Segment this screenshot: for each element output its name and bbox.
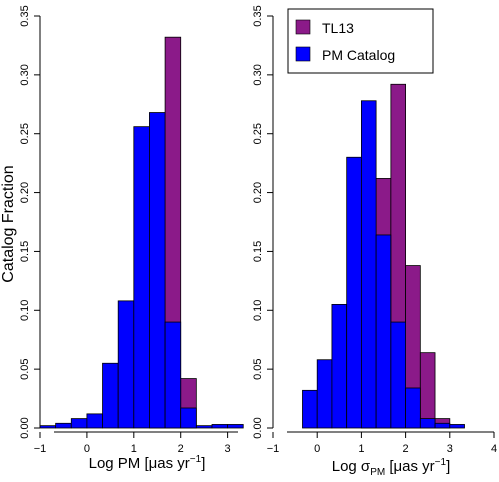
left-bar-pm-catalog	[195, 425, 213, 429]
left-bar-pm-catalog	[149, 112, 166, 429]
right-bar-pm-catalog	[434, 422, 451, 429]
legend-item-tl13: TL13	[295, 19, 354, 36]
left-y-tick-label: 0.05	[19, 358, 31, 379]
left-bar-pm-catalog	[133, 126, 150, 429]
right-bar-pm-catalog	[449, 424, 465, 429]
right-y-ticks: 0.00 0.05 0.10 0.15 0.20 0.25 0.30 0.35	[252, 5, 273, 439]
right-x-ticks: −1 0 1 2 3 4	[267, 432, 497, 455]
left-y-tick-label: 0.20	[19, 182, 31, 203]
right-bars	[302, 83, 465, 429]
left-x-tick-label: 0	[84, 443, 90, 455]
right-x-tick-label: 3	[447, 443, 453, 455]
left-bar-pm-catalog	[39, 425, 57, 429]
legend-item-pm-catalog: PM Catalog	[295, 46, 395, 63]
left-panel-pm-histogram: −1 0 1 2 3 0.000.050.100.150.200.250.300.35 …	[0, 5, 244, 472]
legend-swatch-tl13	[295, 19, 311, 35]
left-y-tick-label: 0.15	[19, 241, 31, 262]
right-bar-pm-catalog	[316, 359, 333, 429]
left-bar-pm-catalog	[102, 362, 119, 429]
right-panel-sigma-histogram: −1 0 1 2 3 4 0.00 0.05 0.10 0.15 0.20 0.25 0.30 0.35…	[252, 5, 497, 478]
left-bar-pm-catalog	[117, 300, 135, 429]
left-x-tick-label: 3	[225, 443, 231, 455]
right-bar-pm-catalog	[302, 389, 318, 429]
left-bar-pm-catalog	[70, 418, 88, 429]
legend-swatch-pm-catalog	[295, 46, 311, 62]
right-x-tick-label: 4	[491, 443, 497, 455]
right-bar-pm-catalog	[375, 234, 392, 429]
right-bar-pm-catalog	[360, 100, 377, 429]
right-y-tick-label: 0.30	[252, 64, 264, 85]
right-y-tick-label: 0.20	[252, 182, 264, 203]
right-y-tick-label: 0.35	[252, 5, 264, 26]
left-y-tick-label: 0.10	[19, 300, 31, 321]
right-bar-pm-catalog	[390, 321, 407, 429]
right-x-tick-label: 1	[358, 443, 364, 455]
left-bar-pm-catalog	[164, 321, 182, 429]
legend-box	[287, 8, 434, 74]
left-y-tick-label: 0.00	[19, 417, 31, 438]
legend-label-tl13: TL13	[322, 20, 354, 36]
left-bar-pm-catalog	[211, 424, 229, 429]
right-y-tick-label: 0.15	[252, 241, 264, 262]
left-x-axis-title: Log PM [μas yr−1]	[89, 454, 206, 472]
left-bar-pm-catalog	[180, 407, 197, 429]
right-x-tick-label: 2	[403, 443, 409, 455]
left-y-axis-title: Catalog Fraction	[0, 165, 17, 282]
right-bar-pm-catalog	[405, 387, 421, 429]
left-bars	[39, 36, 244, 429]
right-x-tick-label: −1	[267, 443, 280, 455]
left-bar-pm-catalog	[227, 424, 244, 429]
legend-label-pm-catalog: PM Catalog	[322, 47, 395, 63]
left-y-tick-label: 0.30	[19, 64, 31, 85]
left-bar-pm-catalog	[86, 413, 103, 429]
left-x-tick-label: 1	[131, 443, 137, 455]
right-x-axis-title: Log σPM [μas yr−1]	[332, 457, 451, 478]
right-y-tick-label: 0.10	[252, 300, 264, 321]
left-x-ticks: −1 0 1 2 3	[34, 432, 231, 455]
left-x-tick-label: −1	[34, 443, 47, 455]
right-bar-tl13	[419, 352, 436, 429]
right-y-tick-label: 0.00	[252, 417, 264, 438]
left-bar-pm-catalog	[55, 422, 72, 429]
right-bar-pm-catalog	[419, 418, 436, 429]
legend: TL13 PM Catalog	[287, 8, 434, 74]
right-bar-pm-catalog	[346, 156, 362, 429]
left-y-ticks: 0.00 0.05 0.10 0.15 0.20 0.25 0.30 0.35	[19, 5, 40, 439]
right-y-tick-label: 0.05	[252, 358, 264, 379]
right-y-tick-label: 0.25	[252, 123, 264, 144]
left-x-tick-label: 2	[178, 443, 184, 455]
left-y-tick-label: 0.35	[19, 5, 31, 26]
right-bar-pm-catalog	[331, 303, 348, 429]
right-x-tick-label: 0	[314, 443, 320, 455]
left-y-tick-label: 0.25	[19, 123, 31, 144]
